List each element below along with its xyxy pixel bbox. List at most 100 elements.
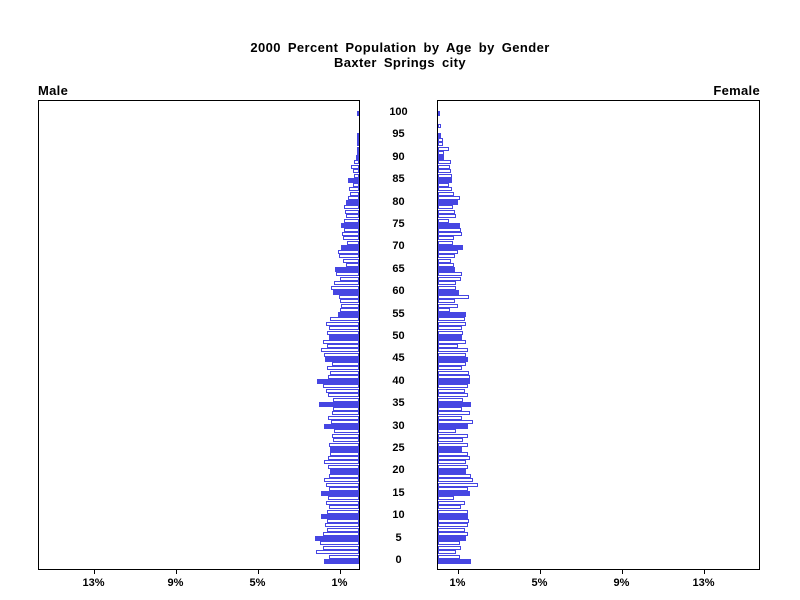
bar-male-age-86 — [353, 173, 359, 178]
bar-female-age-83 — [438, 187, 453, 192]
bar-female-age-34 — [438, 406, 462, 411]
bar-female-age-93 — [438, 142, 444, 147]
x-tick-female-13: 13% — [692, 577, 715, 589]
bar-female-age-78 — [438, 209, 456, 214]
male-panel-label: Male — [38, 83, 69, 98]
bar-female-age-42 — [438, 370, 469, 375]
bar-male-age-4 — [320, 541, 359, 546]
age-tick-label-55: 55 — [392, 307, 405, 320]
bar-male-age-32 — [328, 415, 359, 420]
bar-male-age-95 — [356, 132, 359, 138]
bar-male-age-61 — [331, 285, 359, 290]
age-tick-label-85: 85 — [392, 173, 405, 186]
bar-male-age-18 — [324, 478, 359, 483]
bar-female-age-24 — [438, 451, 468, 456]
bar-male-age-69 — [337, 249, 359, 254]
age-tick-label-25: 25 — [392, 442, 405, 454]
bar-female-age-33 — [438, 411, 470, 416]
bar-female-age-20 — [438, 468, 466, 474]
bar-female-age-4 — [438, 541, 460, 546]
male-bars-panel — [38, 100, 360, 570]
bar-male-age-41 — [328, 375, 359, 380]
x-tick-male-5: 5% — [249, 577, 266, 589]
bar-male-age-43 — [327, 366, 359, 371]
bar-male-age-100 — [356, 110, 359, 116]
bar-male-age-36 — [333, 397, 359, 402]
bar-male-age-3 — [323, 545, 359, 550]
bar-male-age-44 — [332, 361, 359, 366]
bar-female-age-6 — [438, 532, 468, 537]
bar-male-age-25 — [330, 446, 359, 452]
bar-female-age-1 — [438, 554, 460, 559]
bar-male-age-48 — [327, 344, 359, 348]
bar-male-age-45 — [325, 356, 359, 362]
age-tick-label-35: 35 — [392, 397, 405, 410]
bar-male-age-49 — [323, 339, 359, 344]
bar-male-age-7 — [327, 527, 359, 532]
bar-female-age-59 — [438, 294, 469, 299]
bar-male-age-24 — [330, 451, 359, 456]
bar-female-age-54 — [438, 317, 465, 322]
bar-female-age-14 — [438, 496, 455, 501]
bar-female-age-9 — [438, 518, 469, 523]
x-tick-female-1-mark — [457, 570, 459, 574]
bar-female-age-37 — [438, 393, 468, 398]
bar-female-age-43 — [438, 366, 462, 371]
bar-male-age-84 — [352, 182, 359, 187]
age-tick-label-45: 45 — [392, 352, 405, 365]
bar-female-age-100 — [438, 110, 441, 116]
bar-male-age-23 — [328, 456, 359, 460]
bar-female-age-29 — [438, 429, 457, 434]
bar-male-age-31 — [331, 420, 359, 425]
bar-male-age-11 — [327, 509, 359, 514]
bar-female-age-15 — [438, 491, 470, 497]
age-tick-label-90: 90 — [392, 150, 405, 163]
age-tick-label-15: 15 — [392, 486, 405, 499]
bar-female-age-25 — [438, 446, 462, 452]
age-tick-label-95: 95 — [392, 128, 405, 141]
age-tick-label-75: 75 — [392, 218, 405, 230]
bar-male-age-92 — [356, 146, 359, 151]
bar-female-age-3 — [438, 545, 461, 550]
bar-male-age-58 — [339, 299, 359, 304]
x-tick-male-9: 9% — [167, 577, 184, 589]
bar-female-age-41 — [438, 375, 470, 380]
bar-female-age-10 — [438, 513, 468, 519]
age-tick-label-40: 40 — [392, 374, 405, 387]
bar-female-age-66 — [438, 263, 455, 268]
bar-male-age-60 — [333, 289, 359, 295]
bar-female-age-52 — [438, 326, 462, 330]
bar-female-age-75 — [438, 222, 460, 228]
bar-female-age-73 — [438, 232, 462, 236]
bar-male-age-42 — [330, 370, 359, 375]
bar-female-age-70 — [438, 244, 463, 250]
bar-male-age-75 — [340, 222, 359, 228]
age-tick-label-20: 20 — [392, 464, 405, 477]
bar-female-age-80 — [438, 200, 458, 206]
bar-male-age-73 — [341, 232, 359, 236]
x-tick-female-13-mark — [703, 570, 705, 574]
bar-male-age-5 — [314, 536, 359, 542]
x-tick-female-9-mark — [621, 570, 623, 574]
bar-male-age-28 — [332, 433, 359, 438]
bar-female-age-40 — [438, 379, 470, 385]
age-tick-label-10: 10 — [392, 509, 405, 522]
bar-male-age-77 — [345, 214, 359, 218]
bar-female-age-5 — [438, 536, 466, 542]
bar-male-age-19 — [329, 473, 359, 478]
age-tick-label-0: 0 — [395, 554, 402, 566]
bar-female-age-51 — [438, 330, 463, 335]
bar-male-age-94 — [356, 137, 359, 142]
bar-female-age-45 — [438, 356, 468, 362]
bar-female-age-67 — [438, 258, 452, 263]
bar-male-age-47 — [321, 348, 359, 353]
bar-male-age-76 — [343, 218, 359, 223]
bar-female-age-31 — [438, 420, 473, 425]
bar-female-age-69 — [438, 249, 458, 254]
x-tick-male-1: 1% — [331, 577, 348, 589]
bar-female-age-39 — [438, 384, 468, 389]
age-tick-label-80: 80 — [392, 195, 405, 208]
bar-female-age-21 — [438, 464, 468, 469]
bar-female-age-74 — [438, 227, 461, 232]
bar-female-age-61 — [438, 285, 457, 290]
